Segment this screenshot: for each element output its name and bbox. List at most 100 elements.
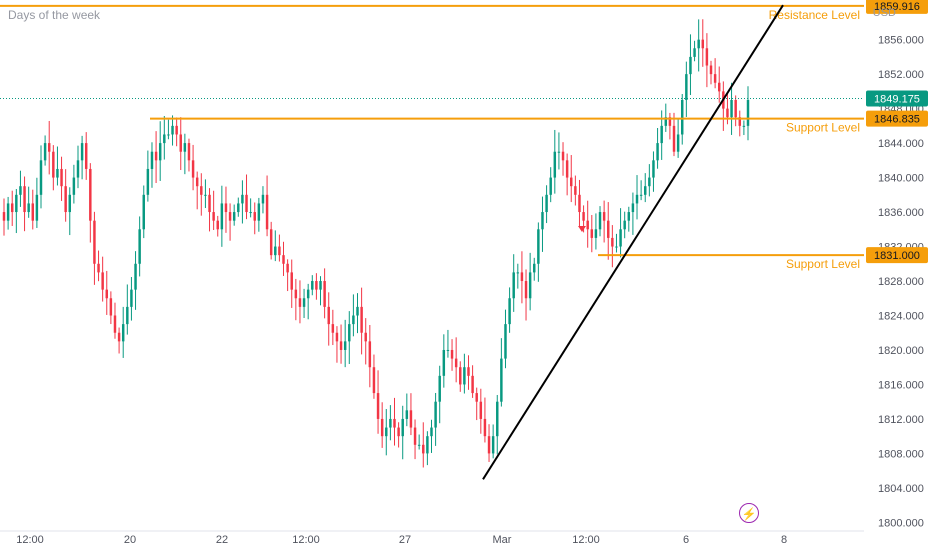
candle-body xyxy=(89,168,92,221)
candle-body xyxy=(701,39,705,49)
candle-body xyxy=(360,306,363,333)
candle-body xyxy=(265,194,269,230)
candle-body xyxy=(619,229,622,247)
candle-body xyxy=(393,418,396,428)
candle-body xyxy=(302,298,306,307)
candle-body xyxy=(64,186,67,213)
candle-body xyxy=(158,143,162,161)
candle-body xyxy=(343,341,347,350)
candle-body xyxy=(689,56,692,75)
candle-body xyxy=(397,427,400,437)
candle-body xyxy=(656,143,659,161)
candle-body xyxy=(734,99,737,118)
candle-body xyxy=(179,134,182,152)
candle-body xyxy=(294,289,298,299)
y-tick-label: 1804.000 xyxy=(878,483,924,495)
candle-body xyxy=(204,194,207,196)
candle-body xyxy=(635,194,639,204)
candle-body xyxy=(224,203,228,213)
x-tick-label: 12:00 xyxy=(16,534,44,546)
current-price-tag-text: 1849.175 xyxy=(874,93,920,105)
candle-body xyxy=(528,272,532,299)
candle-body xyxy=(113,315,117,333)
candle-body xyxy=(60,168,63,187)
flash-icon[interactable]: ⚡ xyxy=(739,503,759,523)
candle-body xyxy=(500,358,503,402)
candle-body xyxy=(409,410,413,428)
candle-body xyxy=(746,99,750,126)
candle-body xyxy=(730,99,733,118)
y-tick-label: 1820.000 xyxy=(878,345,924,357)
candle-body xyxy=(705,48,709,66)
candle-body xyxy=(187,143,191,161)
x-tick-label: Mar xyxy=(493,534,512,546)
candle-body xyxy=(257,203,261,221)
candle-body xyxy=(167,134,170,136)
candle-body xyxy=(335,332,339,342)
trendline[interactable] xyxy=(482,4,784,480)
candle-body xyxy=(475,393,478,402)
candle-body xyxy=(668,117,672,126)
resistance-price-tag xyxy=(866,0,928,14)
candle-body xyxy=(356,306,359,316)
candle-body xyxy=(109,298,113,316)
candle-body xyxy=(508,298,511,325)
candle-body xyxy=(364,332,367,342)
level-label: Support Level xyxy=(786,257,860,271)
candle-body xyxy=(183,143,187,152)
candle-body xyxy=(450,349,454,359)
y-tick-label: 1840.000 xyxy=(878,173,924,185)
candle-body xyxy=(524,281,528,299)
candle-body xyxy=(627,212,631,221)
candle-body xyxy=(142,194,145,230)
candle-body xyxy=(269,229,273,256)
candle-body xyxy=(278,246,281,256)
support-price-tag-text: 1831.000 xyxy=(874,250,920,262)
candle-body xyxy=(598,212,602,230)
y-tick-label: 1808.000 xyxy=(878,448,924,460)
resistance-price-tag-text: 1859.916 xyxy=(874,1,920,13)
chart-subtitle: Days of the week xyxy=(8,8,101,22)
candle-body xyxy=(348,324,351,342)
candle-body xyxy=(105,289,108,299)
candle-body xyxy=(516,272,520,274)
candle-body xyxy=(10,203,14,213)
candle-body xyxy=(2,212,6,221)
candle-body xyxy=(680,99,684,135)
candle-body xyxy=(35,194,39,221)
support-price-tag xyxy=(866,110,928,127)
support-price-tag-text: 1846.835 xyxy=(874,114,920,126)
candle-body xyxy=(738,117,742,126)
candle-body xyxy=(76,160,80,178)
candle-body xyxy=(442,349,446,376)
candle-body xyxy=(405,410,409,419)
candle-body xyxy=(553,151,557,178)
candle-body xyxy=(644,186,647,195)
candle-body xyxy=(672,125,676,152)
candle-body xyxy=(191,160,195,178)
candle-body xyxy=(504,324,507,359)
x-tick-label: 27 xyxy=(399,534,411,546)
candle-body xyxy=(611,237,614,247)
candle-body xyxy=(253,212,256,221)
candle-body xyxy=(570,177,573,187)
candle-body xyxy=(401,418,404,437)
candle-body xyxy=(459,367,462,385)
candle-body xyxy=(282,255,285,264)
candle-body xyxy=(389,418,392,428)
candle-body xyxy=(446,349,450,351)
candle-body xyxy=(660,125,663,144)
x-tick-label: 12:00 xyxy=(292,534,320,546)
candle-body xyxy=(742,125,746,127)
candle-body xyxy=(175,125,178,135)
candle-body xyxy=(709,65,713,75)
candle-body xyxy=(72,177,76,195)
candle-body xyxy=(130,289,133,307)
candle-body xyxy=(491,436,495,454)
candle-body xyxy=(220,203,224,230)
candle-body xyxy=(241,194,244,204)
candle-body xyxy=(652,160,655,178)
y-tick-label: 1816.000 xyxy=(878,379,924,391)
